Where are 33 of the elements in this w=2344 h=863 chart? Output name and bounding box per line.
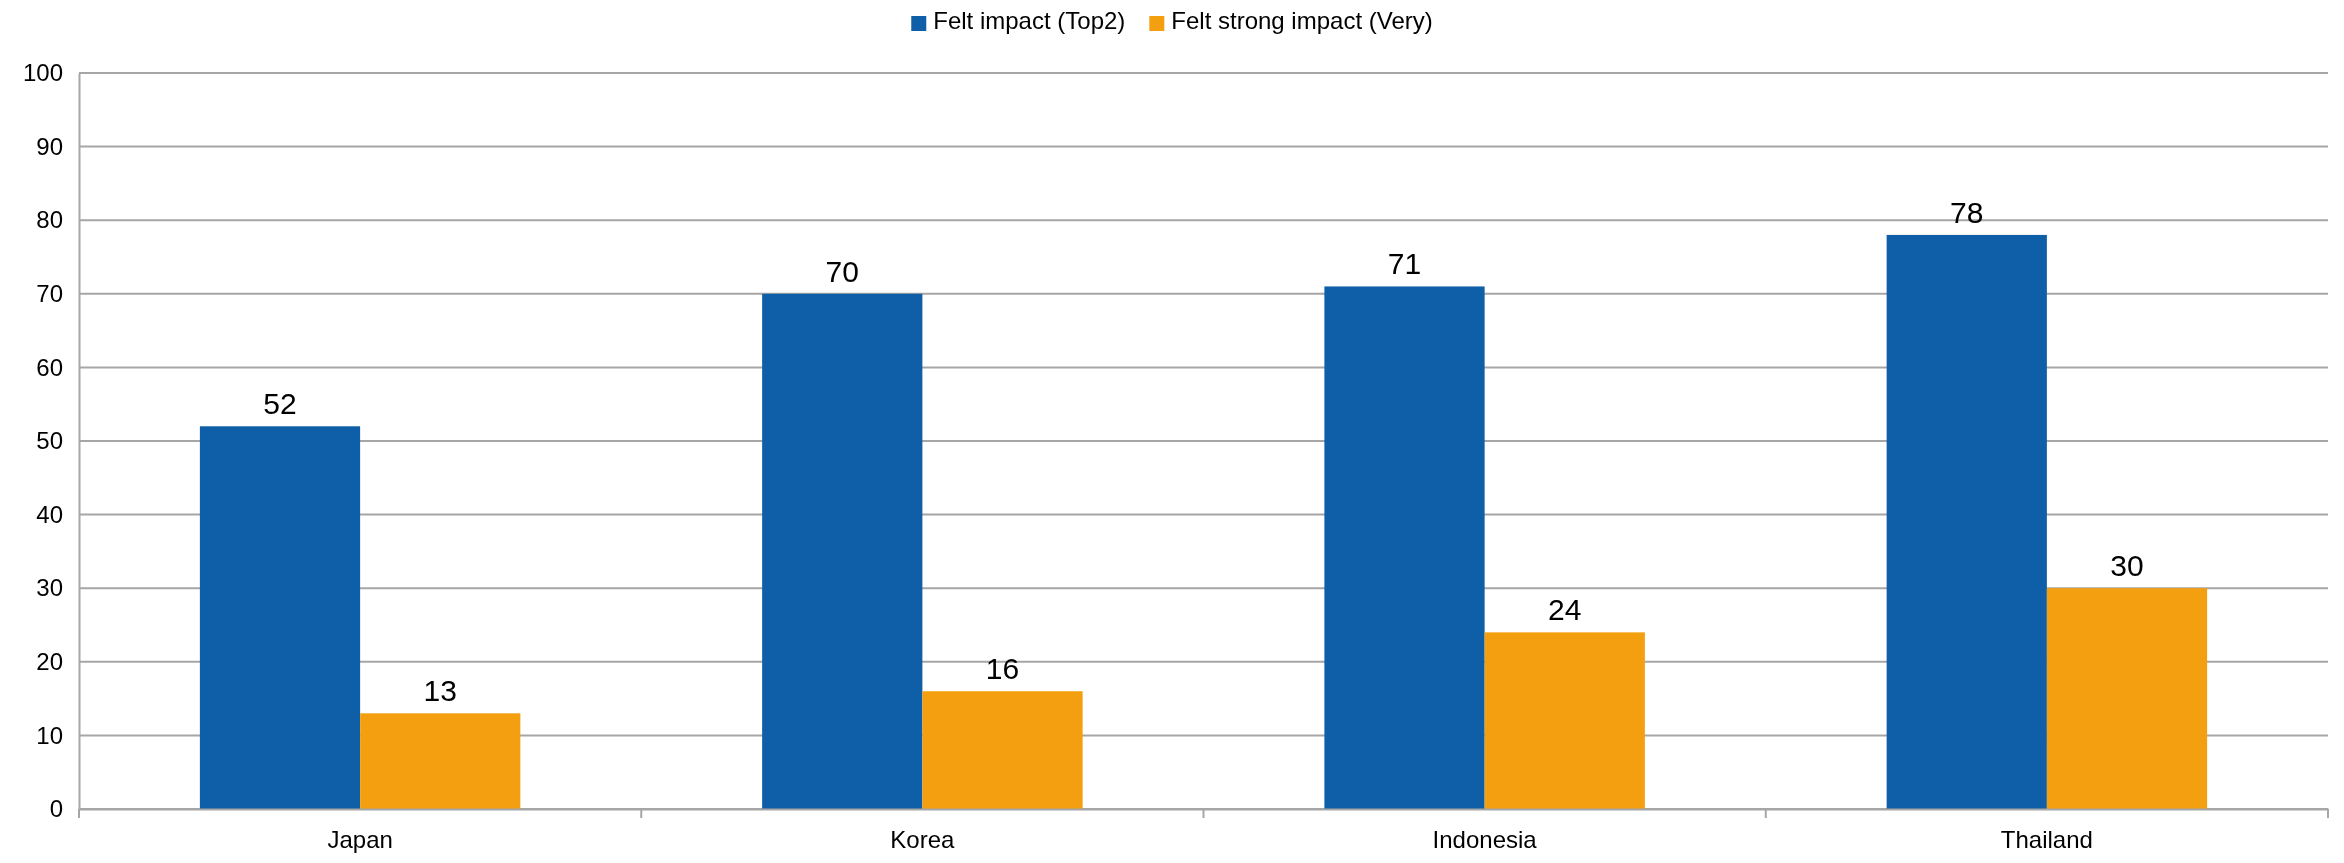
y-tick-label: 40 (36, 500, 63, 528)
data-label: 30 (2110, 549, 2144, 583)
legend-label: Felt strong impact (Very) (1171, 7, 1433, 34)
data-label: 52 (263, 387, 297, 421)
x-tick-label: Korea (890, 826, 956, 854)
legend-label: Felt impact (Top2) (933, 7, 1126, 34)
bar (1324, 286, 1485, 809)
bar (2046, 588, 2208, 809)
data-label: 13 (423, 674, 457, 708)
y-tick-label: 50 (36, 427, 63, 455)
data-label: 71 (1387, 247, 1422, 281)
y-tick-label: 100 (22, 59, 63, 87)
data-label: 16 (985, 652, 1020, 686)
y-tick-label: 60 (36, 353, 63, 381)
bar (360, 713, 521, 809)
x-tick-label: Thailand (2000, 826, 2093, 854)
x-tick-label: Japan (327, 826, 393, 854)
y-tick-label: 0 (49, 795, 63, 823)
bar (199, 426, 361, 809)
bar (922, 691, 1083, 809)
data-label: 78 (1950, 195, 1984, 229)
bar (762, 293, 923, 809)
y-tick-label: 90 (36, 132, 63, 160)
x-tick-label: Indonesia (1432, 826, 1538, 854)
data-label: 24 (1548, 593, 1582, 627)
y-tick-label: 10 (36, 721, 63, 749)
y-tick-label: 80 (36, 206, 63, 234)
bar (1886, 234, 2047, 809)
data-label: 70 (825, 254, 859, 288)
y-tick-label: 30 (36, 574, 63, 602)
y-tick-label: 20 (36, 647, 63, 675)
y-tick-label: 70 (36, 279, 63, 307)
bar (1484, 632, 1645, 809)
